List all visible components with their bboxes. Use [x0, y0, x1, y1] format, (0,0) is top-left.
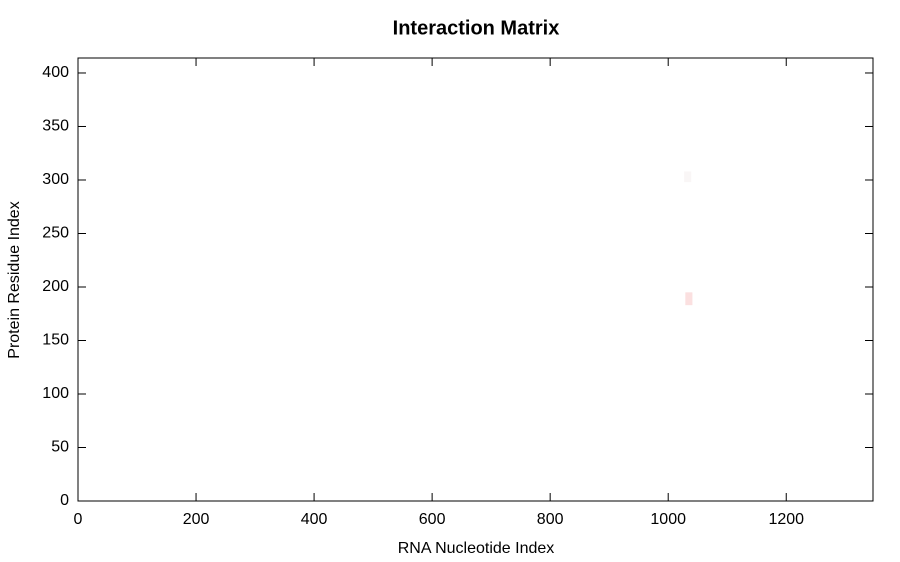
x-tick-label: 800 [537, 511, 564, 528]
y-axis-label: Protein Residue Index [6, 201, 23, 358]
x-tick-label: 1000 [650, 511, 686, 528]
y-tick-label: 250 [42, 225, 69, 242]
y-tick-label: 350 [42, 118, 69, 135]
x-tick-label: 600 [419, 511, 446, 528]
heatmap-cell [684, 171, 692, 183]
y-tick-label: 150 [42, 332, 69, 349]
x-tick-label: 400 [301, 511, 328, 528]
chart-title: Interaction Matrix [393, 17, 560, 39]
y-tick-label: 50 [51, 439, 69, 456]
plot-frame [77, 57, 874, 502]
y-tick-label: 300 [42, 171, 69, 188]
heatmap-cell [685, 292, 693, 306]
y-tick-label: 400 [42, 64, 69, 81]
y-tick-label: 200 [42, 278, 69, 295]
x-tick-label: 200 [183, 511, 210, 528]
y-tick-label: 100 [42, 385, 69, 402]
x-tick-label: 1200 [768, 511, 804, 528]
x-tick-label: 0 [74, 511, 83, 528]
x-axis-label: RNA Nucleotide Index [398, 540, 555, 557]
y-tick-label: 0 [60, 492, 69, 509]
